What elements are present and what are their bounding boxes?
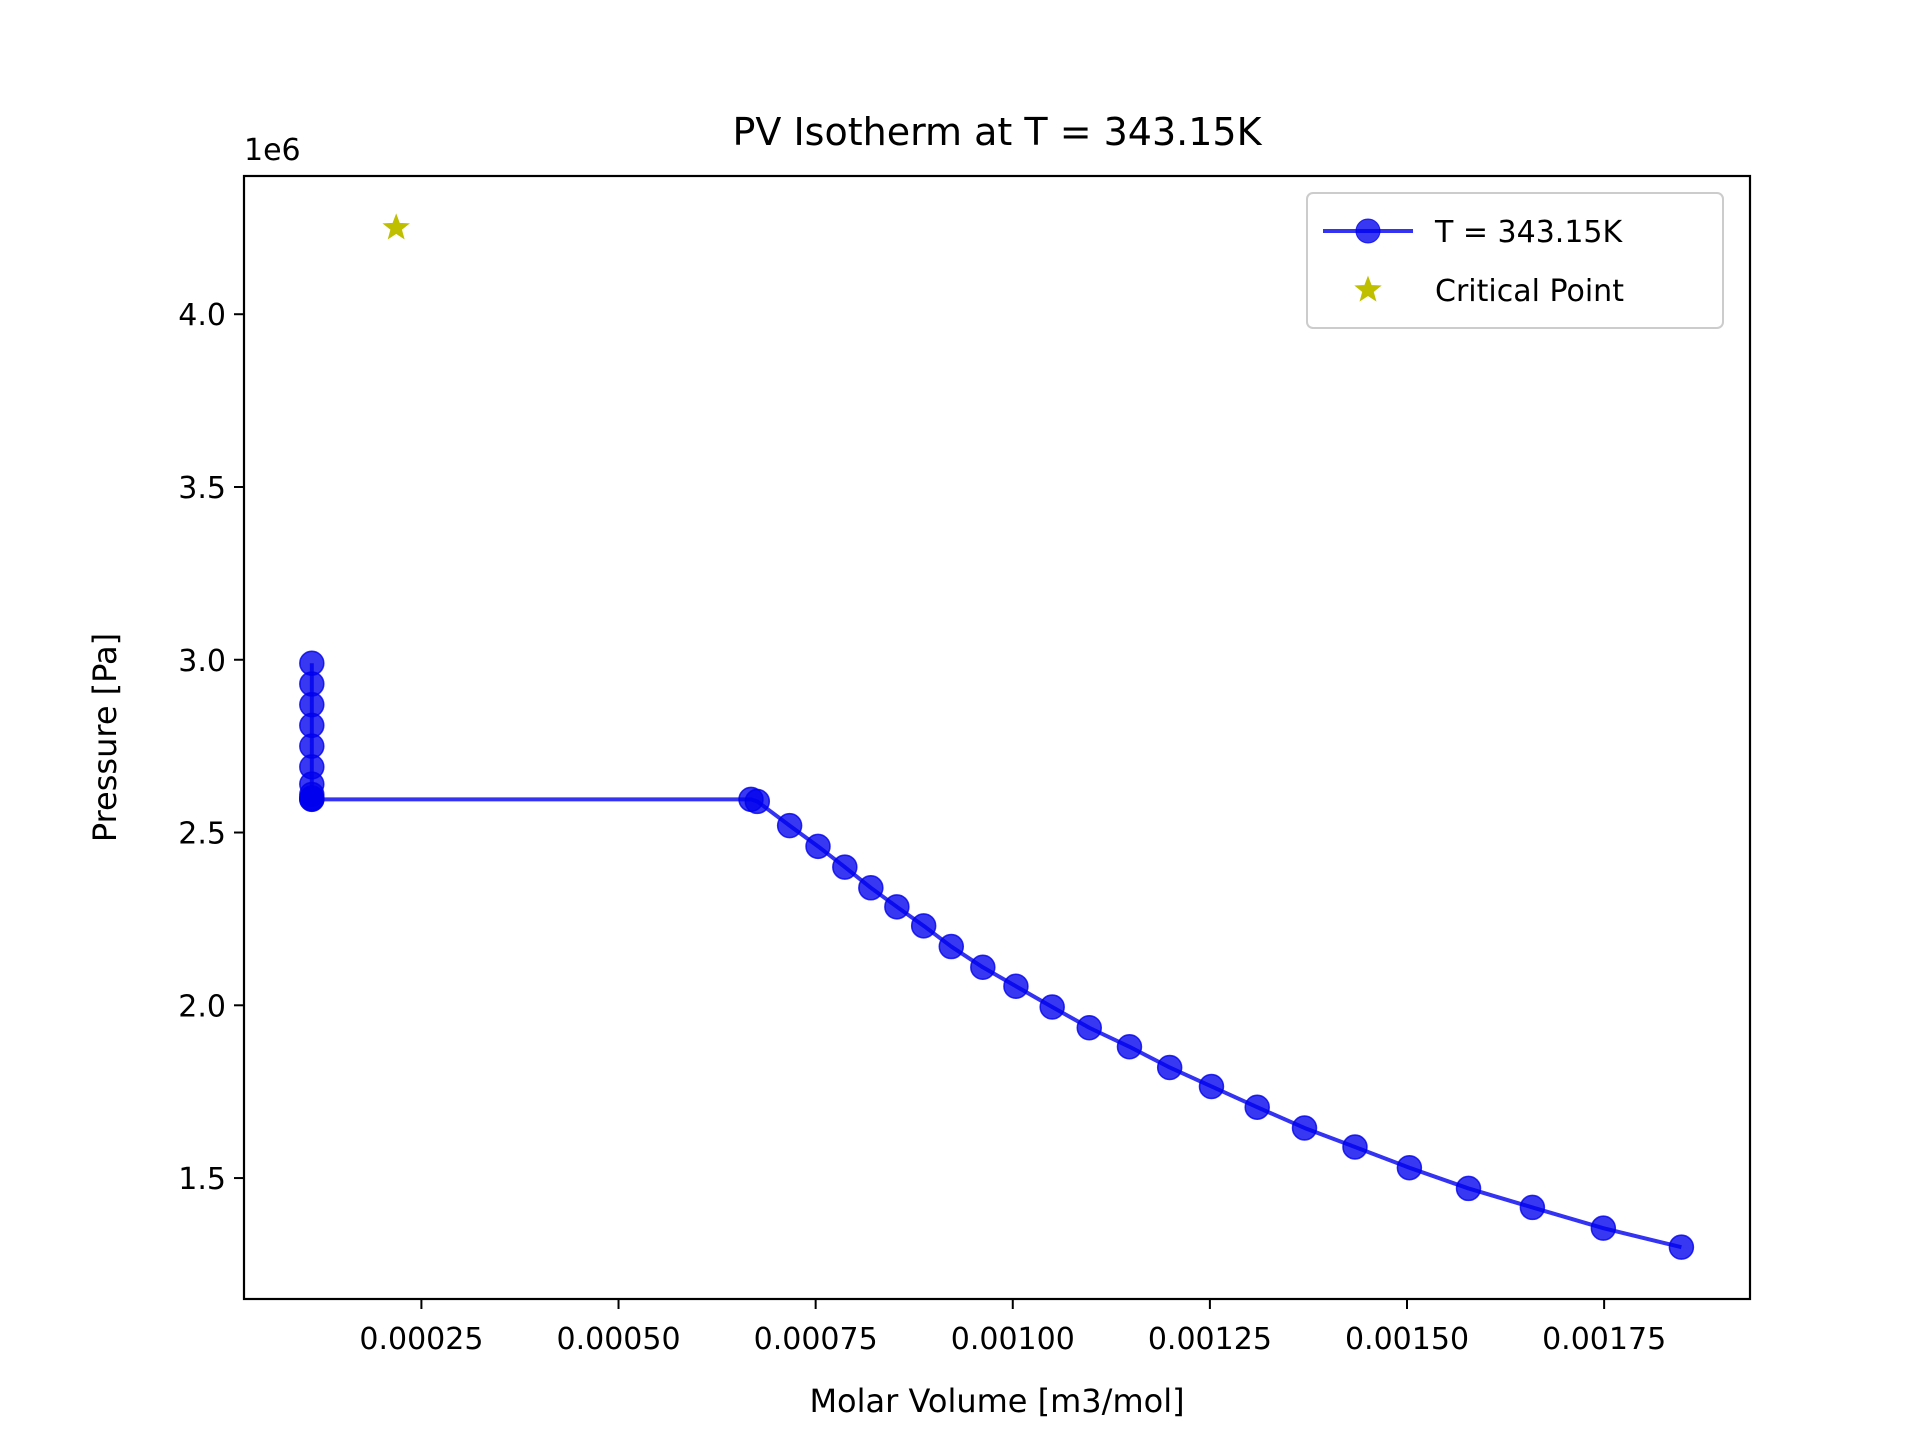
isotherm-point [832, 854, 858, 880]
isotherm-point [1519, 1194, 1546, 1221]
isotherm-point [776, 812, 803, 839]
legend-isotherm-label: T = 343.15K [1434, 215, 1624, 250]
isotherm-point [1668, 1234, 1695, 1260]
isotherm-line [309, 663, 1682, 1250]
isotherm-point [299, 786, 325, 813]
y-tick-label: 3.0 [178, 644, 226, 679]
isotherm-point [1396, 1154, 1423, 1181]
legend: T = 343.15K Critical Point [1306, 192, 1724, 329]
isotherm-point [1244, 1094, 1270, 1120]
isotherm-point [1590, 1215, 1617, 1241]
y-axis-ticks: 1.5 2.0 2.5 3.0 3.5 4.0 [178, 298, 244, 1197]
y-tick-label: 2.0 [178, 989, 226, 1024]
isotherm-point [1455, 1175, 1482, 1202]
legend-box [1306, 192, 1724, 329]
isotherm-point [884, 894, 910, 920]
x-tick-label: 0.00125 [1148, 1322, 1272, 1357]
isotherm-point [1039, 994, 1065, 1020]
x-tick-label: 0.00075 [754, 1322, 878, 1357]
legend-isotherm-marker [1355, 218, 1381, 244]
y-tick-label: 1.5 [178, 1162, 226, 1197]
y-tick-label: 4.0 [178, 298, 226, 333]
x-tick-label: 0.00150 [1345, 1322, 1469, 1357]
y-tick-label: 2.5 [178, 817, 226, 852]
y-axis-label: Pressure [Pa] [86, 633, 124, 842]
isotherm-point [1076, 1015, 1103, 1041]
isotherm-point [1198, 1073, 1225, 1100]
x-tick-label: 0.00100 [951, 1322, 1075, 1357]
isotherm-point [805, 833, 831, 860]
isotherm-point [970, 954, 996, 981]
isotherm-point [1342, 1134, 1368, 1160]
x-tick-label: 0.00025 [359, 1322, 483, 1357]
isotherm-point [1003, 973, 1029, 1000]
x-tick-label: 0.00175 [1542, 1322, 1666, 1357]
isotherm-point [938, 933, 965, 960]
isotherm-point [1156, 1054, 1183, 1081]
isotherm-point [858, 875, 884, 901]
y-tick-label: 3.5 [178, 471, 226, 506]
chart-title: PV Isotherm at T = 343.15K [732, 110, 1262, 154]
legend-critical-point-marker [1354, 275, 1382, 302]
x-tick-label: 0.00050 [556, 1322, 680, 1357]
y-axis-offset-label: 1e6 [244, 133, 301, 168]
critical-point-marker [382, 213, 410, 240]
plot-area [299, 213, 1695, 1260]
axes-frame [242, 174, 1752, 1301]
legend-critical-point-label: Critical Point [1435, 274, 1624, 309]
x-axis-label: Molar Volume [m3/mol] [809, 1382, 1184, 1420]
isotherm-point [744, 788, 771, 815]
isotherm-point [910, 913, 937, 939]
isotherm-point [1116, 1034, 1143, 1060]
isotherm-point [1291, 1115, 1318, 1141]
x-axis-ticks: 0.00025 0.00050 0.00075 0.00100 0.00125 0.001… [359, 1299, 1666, 1357]
